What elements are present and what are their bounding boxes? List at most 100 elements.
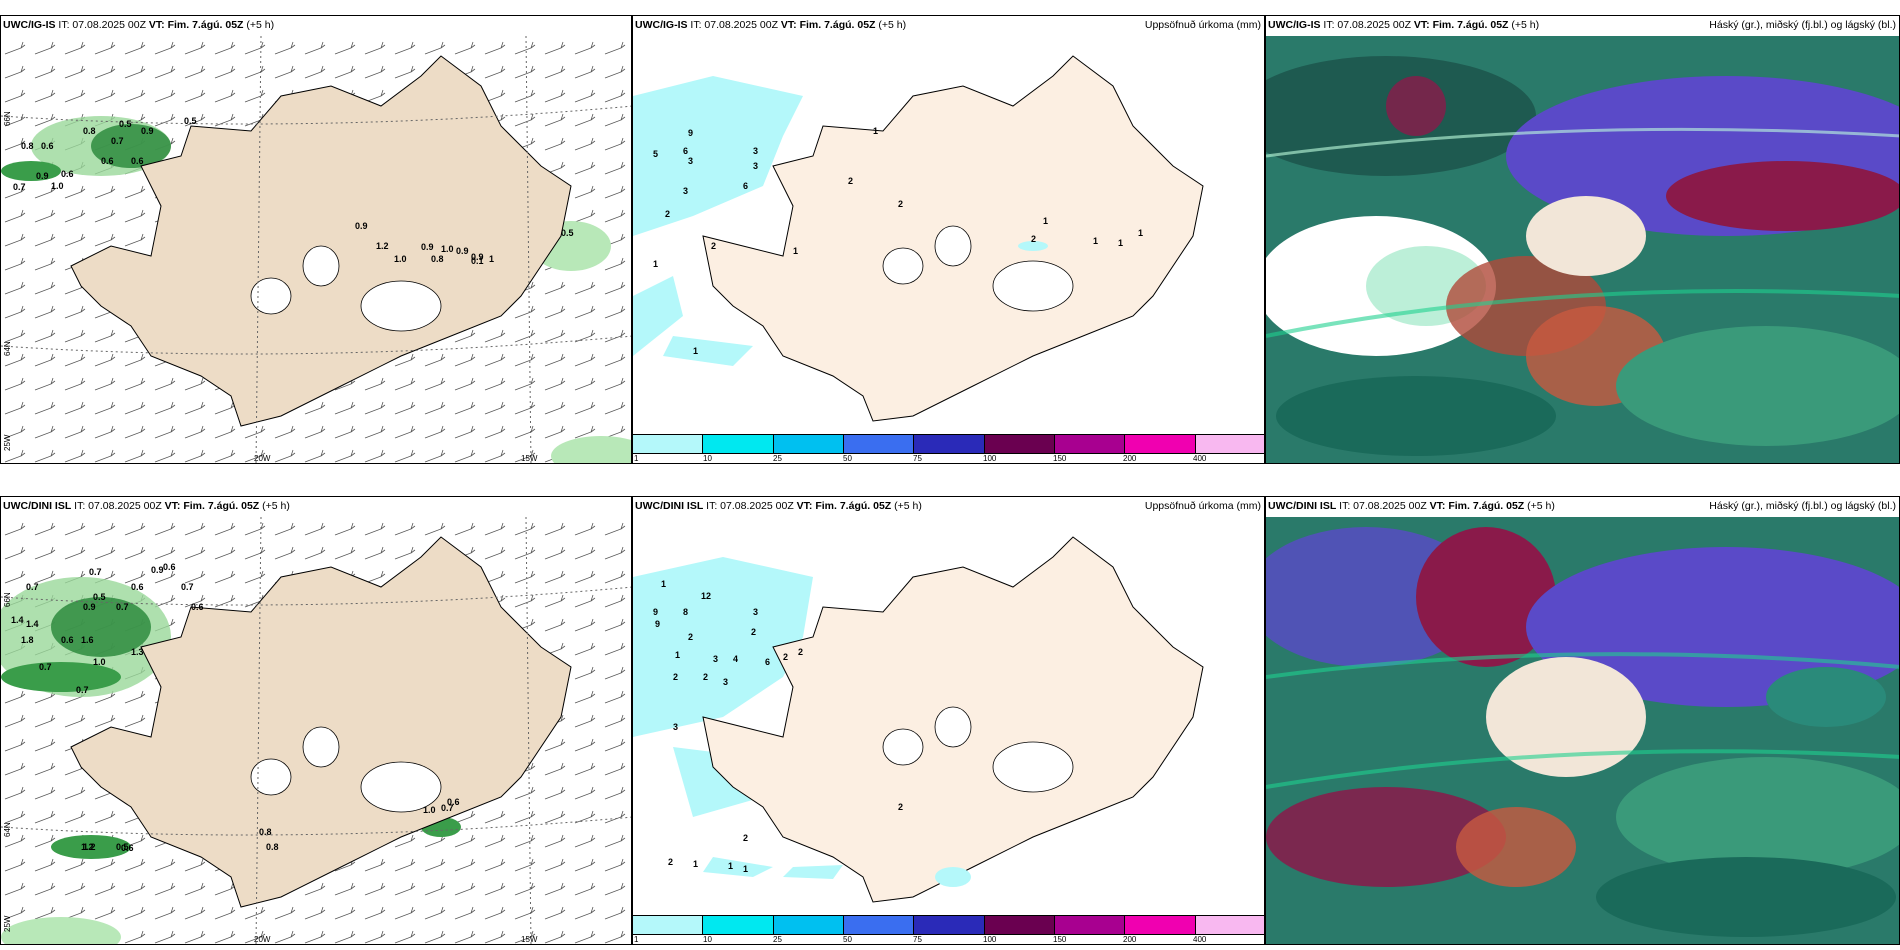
panel-subtitle: Háský (gr.), miðský (fj.bl.) og lágský (… [1709,500,1896,512]
value-label: 0.9 [151,565,164,575]
lat-label-25w: 25W [3,915,12,932]
colorbar-swatch [703,915,774,935]
panel-bot-mid-accum-precip: UWC/DINI ISL IT: 07.08.2025 00Z VT: Fim.… [632,496,1265,945]
colorbar-label: 400 [1193,454,1207,463]
value-label: 1 [743,864,749,874]
value-label: 0.6 [163,562,176,572]
value-label: 6 [765,657,771,667]
value-label: 2 [848,176,854,186]
value-label: 0.7 [13,182,26,192]
value-label: 0.9 [421,242,434,252]
value-label: 0.9 [141,126,154,136]
value-label: 1.4 [26,619,39,629]
value-label: 0.7 [89,567,102,577]
value-label: 2 [898,802,904,812]
value-label: 0.8 [21,141,34,151]
value-label: 0.8 [83,126,96,136]
value-label: 12 [701,591,712,601]
colorbar-swatch [984,434,1055,454]
value-label: 1.0 [423,805,436,815]
value-label: 4 [733,654,739,664]
value-label: 2 [688,632,694,642]
lon-label-15w: 15W [521,454,538,463]
value-label: 1.2 [83,842,96,852]
colorbar-swatch [914,434,985,454]
value-label: 2 [898,199,904,209]
value-label: 1.6 [81,635,94,645]
value-label: 3 [753,161,759,171]
value-label: 2 [798,647,804,657]
value-label: 0.9 [456,246,469,256]
panel-header: UWC/IG-IS IT: 07.08.2025 00Z VT: Fim. 7.… [1268,19,1540,31]
value-label: 1 [1118,238,1124,248]
colorbar-swatch [914,915,985,935]
value-label: 3 [723,677,729,687]
value-label: 0.9 [83,602,96,612]
value-label: 0.5 [119,119,132,129]
map-cloud-cover [1266,517,1899,944]
value-label: 0.5 [184,116,197,126]
panel-header: UWC/IG-IS IT: 07.08.2025 00Z VT: Fim. 7.… [3,19,275,31]
value-label: 1 [1093,236,1099,246]
colorbar-label: 75 [913,454,922,463]
value-label: 0.7 [441,803,454,813]
map-accum-precip [633,55,1204,422]
value-label: 1 [653,259,659,269]
value-label: 0.6 [121,843,134,853]
value-label: 1 [873,126,879,136]
colorbar-swatch [633,434,704,454]
value-label: 0.9 [471,252,484,262]
colorbar-swatch [843,915,915,935]
precip-colorbar [633,915,1264,935]
colorbar-swatch [703,434,774,454]
lat-label-66n: 66N [3,111,12,126]
value-label: 1 [693,859,699,869]
value-label: 0.9 [36,171,49,181]
panel-bot-right-clouds: UWC/DINI ISL IT: 07.08.2025 00Z VT: Fim.… [1265,496,1900,945]
value-label: 3 [673,722,679,732]
colorbar-label: 1 [634,935,639,944]
map-accum-precip [633,536,1204,903]
value-label: 1.0 [441,244,454,254]
panel-top-mid-accum-precip: UWC/IG-IS IT: 07.08.2025 00Z VT: Fim. 7.… [632,15,1265,464]
colorbar-label: 200 [1123,935,1137,944]
panel-top-left-wind-precip: UWC/IG-IS IT: 07.08.2025 00Z VT: Fim. 7.… [0,15,632,464]
colorbar-label: 100 [983,935,997,944]
value-label: 0.6 [131,582,144,592]
colorbar-label: 50 [843,454,852,463]
lat-label-64n: 64N [3,341,12,356]
value-label: 0.7 [39,662,52,672]
panel-header: UWC/DINI ISL IT: 07.08.2025 00Z VT: Fim.… [1268,500,1555,512]
colorbar-swatch [984,915,1055,935]
value-label: 2 [751,627,757,637]
colorbar-swatch [1125,915,1196,935]
value-label: 0.1 [471,256,484,266]
value-label: 6 [683,146,689,156]
value-label: 0.6 [41,141,54,151]
panel-header: UWC/DINI ISL IT: 07.08.2025 00Z VT: Fim.… [3,500,290,512]
value-label: 6 [743,181,749,191]
value-label: 0.9 [355,221,368,231]
value-label: 0.6 [101,156,114,166]
panel-header: UWC/DINI ISL IT: 07.08.2025 00Z VT: Fim.… [635,500,922,512]
colorbar-swatch [1195,434,1264,454]
value-label: 1.4 [11,615,24,625]
value-label: 9 [688,128,694,138]
value-label: 3 [683,186,689,196]
panel-bot-left-wind-precip: UWC/DINI ISL IT: 07.08.2025 00Z VT: Fim.… [0,496,632,945]
value-label: 0.8 [259,827,272,837]
panel-subtitle: Uppsöfnuð úrkoma (mm) [1144,500,1261,512]
value-label: 1 [693,346,699,356]
colorbar-swatch [1125,434,1196,454]
colorbar-label: 200 [1123,454,1137,463]
value-label: 0.6 [191,602,204,612]
value-label: 1 [675,650,681,660]
value-label: 2 [711,241,717,251]
value-label: 0.5 [561,228,574,238]
value-label: 2 [665,209,671,219]
value-label: 2 [703,672,709,682]
value-label: 0.5 [93,592,106,602]
value-label: 0.6 [61,169,74,179]
lat-label-25w: 25W [3,434,12,451]
colorbar-label: 75 [913,935,922,944]
